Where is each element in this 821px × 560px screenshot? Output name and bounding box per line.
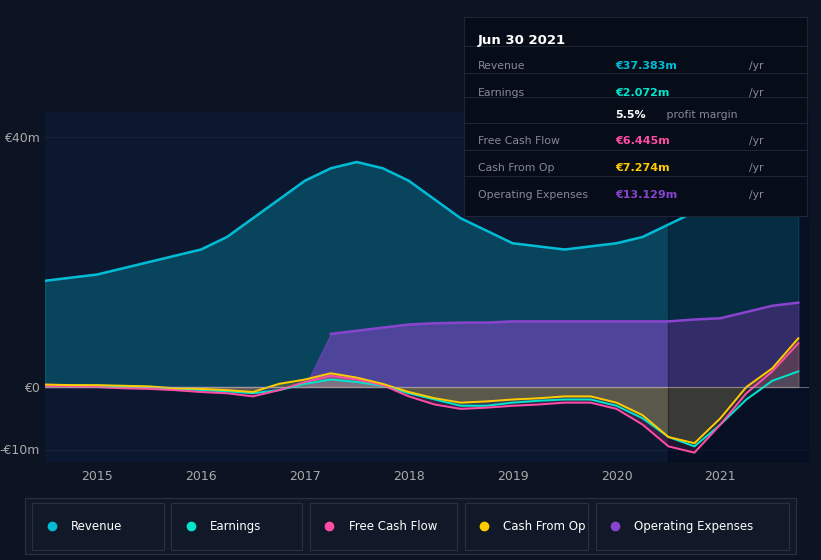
FancyBboxPatch shape	[172, 503, 302, 550]
Text: Earnings: Earnings	[210, 520, 261, 533]
FancyBboxPatch shape	[596, 503, 789, 550]
Text: Earnings: Earnings	[478, 88, 525, 99]
FancyBboxPatch shape	[465, 503, 588, 550]
Text: Operating Expenses: Operating Expenses	[478, 190, 588, 200]
FancyBboxPatch shape	[32, 503, 163, 550]
Text: /yr: /yr	[749, 88, 764, 99]
Text: Revenue: Revenue	[71, 520, 122, 533]
Bar	[668, 112, 809, 462]
Text: Jun 30 2021: Jun 30 2021	[478, 34, 566, 46]
Text: Revenue: Revenue	[478, 60, 525, 71]
Text: €2.072m: €2.072m	[615, 88, 669, 99]
Text: €37.383m: €37.383m	[615, 60, 677, 71]
Text: 5.5%: 5.5%	[615, 110, 645, 120]
Text: Free Cash Flow: Free Cash Flow	[349, 520, 437, 533]
Text: profit margin: profit margin	[663, 110, 737, 120]
Text: Cash From Op: Cash From Op	[478, 163, 554, 173]
Text: /yr: /yr	[749, 136, 764, 146]
Text: /yr: /yr	[749, 163, 764, 173]
Text: /yr: /yr	[749, 60, 764, 71]
Text: /yr: /yr	[749, 190, 764, 200]
Text: €13.129m: €13.129m	[615, 190, 677, 200]
Text: €7.274m: €7.274m	[615, 163, 669, 173]
Text: €6.445m: €6.445m	[615, 136, 670, 146]
FancyBboxPatch shape	[310, 503, 456, 550]
Text: Cash From Op: Cash From Op	[503, 520, 585, 533]
Text: Free Cash Flow: Free Cash Flow	[478, 136, 559, 146]
Text: Operating Expenses: Operating Expenses	[635, 520, 754, 533]
